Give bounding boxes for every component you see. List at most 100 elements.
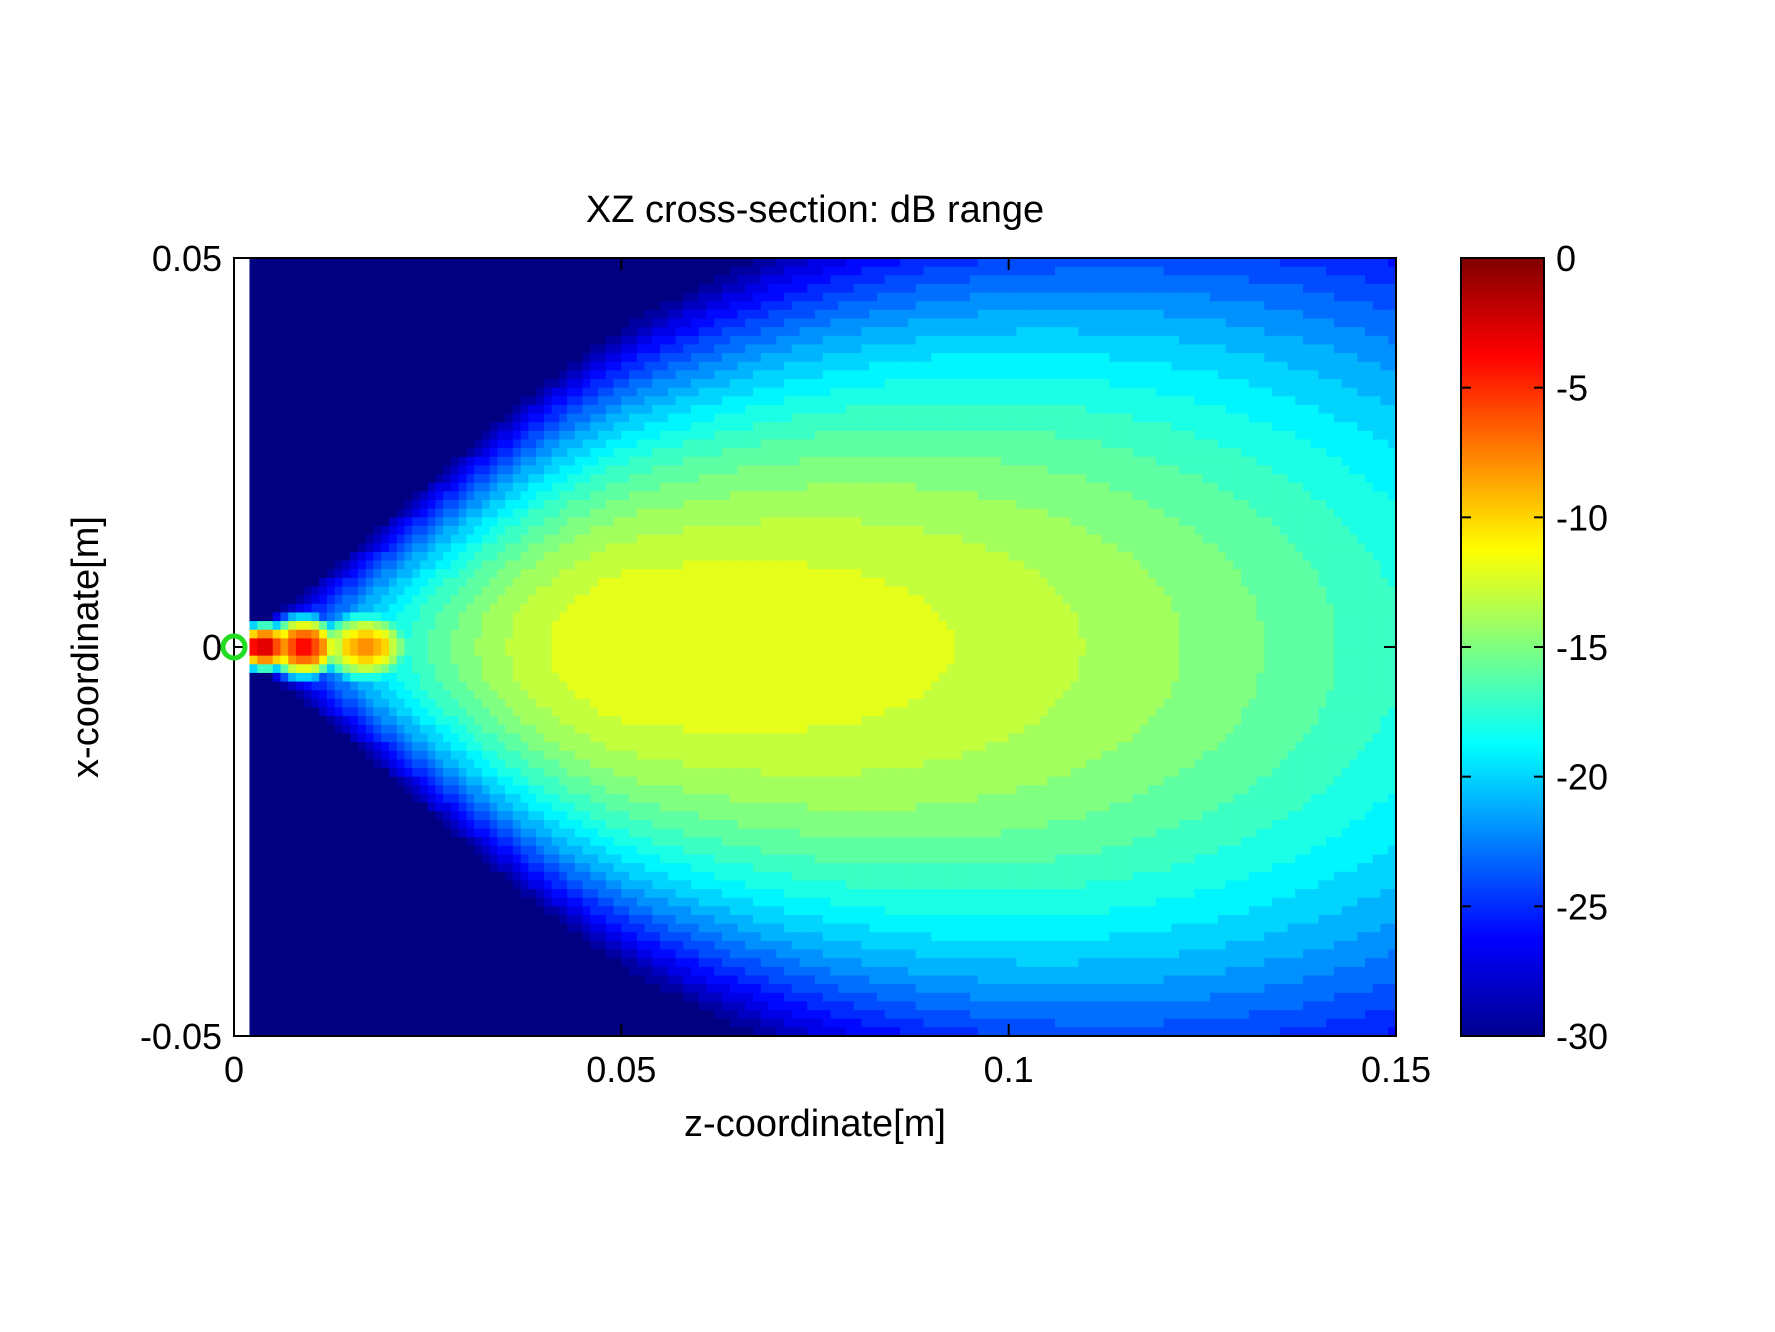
heatmap-cell: [288, 768, 297, 778]
heatmap-cell: [574, 534, 584, 544]
heatmap-cell: [582, 1010, 591, 1020]
heatmap-cell: [419, 292, 429, 302]
heatmap-cell: [660, 940, 669, 951]
heatmap-cell: [582, 258, 591, 268]
heatmap-cell: [536, 404, 545, 415]
heatmap-cell: [574, 629, 584, 639]
heatmap-cell: [489, 404, 498, 415]
heatmap-cell: [481, 906, 491, 916]
heatmap-cell: [458, 914, 467, 925]
heatmap-cell: [458, 785, 467, 795]
heatmap-cell: [528, 430, 537, 441]
heatmap-cell: [357, 275, 367, 285]
heatmap-cell: [590, 776, 599, 786]
heatmap-cell: [590, 871, 599, 881]
heatmap-cell: [474, 543, 483, 553]
heatmap-cell: [264, 819, 274, 830]
heatmap-cell: [435, 560, 444, 570]
heatmap-cell: [551, 811, 560, 821]
heatmap-cell: [272, 742, 282, 752]
heatmap-cell: [249, 353, 258, 363]
heatmap-cell: [303, 724, 313, 735]
heatmap-cell: [660, 716, 669, 726]
heatmap-cell: [404, 655, 413, 665]
heatmap-cell: [303, 517, 313, 527]
heatmap-cell: [350, 482, 359, 492]
heatmap-cell: [373, 819, 382, 830]
heatmap-cell: [257, 534, 266, 544]
heatmap-cell: [419, 266, 429, 276]
heatmap-cell: [303, 992, 313, 1003]
heatmap-cell: [667, 465, 677, 475]
heatmap-cell: [280, 603, 289, 614]
heatmap-cell: [412, 672, 421, 683]
heatmap-cell: [512, 724, 522, 735]
heatmap-cell: [373, 353, 382, 363]
heatmap-cell: [295, 327, 305, 337]
heatmap-cell: [264, 474, 274, 484]
heatmap-cell: [373, 724, 382, 735]
heatmap-cell: [536, 681, 545, 691]
heatmap-cell: [543, 344, 553, 354]
heatmap-cell: [264, 975, 274, 985]
heatmap-cell: [505, 335, 514, 346]
heatmap-cell: [543, 759, 553, 769]
heatmap-cell: [512, 681, 522, 691]
heatmap-cell: [249, 750, 258, 760]
heatmap-cell: [582, 508, 591, 518]
heatmap-cell: [264, 603, 274, 614]
heatmap-cell: [381, 880, 390, 890]
heatmap-cell: [388, 534, 398, 544]
heatmap-cell: [443, 283, 452, 294]
heatmap-cell: [326, 647, 336, 657]
heatmap-cell: [590, 361, 599, 371]
heatmap-cell: [272, 309, 282, 320]
heatmap-cell: [404, 292, 413, 302]
heatmap-cell: [536, 1018, 545, 1028]
heatmap-cell: [311, 474, 320, 484]
heatmap-cell: [505, 724, 514, 735]
heatmap-cell: [342, 344, 351, 354]
heatmap-cell: [543, 595, 553, 605]
heatmap-cell: [520, 335, 529, 346]
heatmap-cell: [605, 750, 615, 760]
heatmap-cell: [388, 413, 398, 423]
heatmap-cell: [667, 603, 677, 614]
heatmap-cell: [404, 897, 413, 907]
heatmap-cell: [373, 422, 382, 432]
heatmap-cell: [466, 897, 475, 907]
heatmap-cell: [660, 353, 669, 363]
heatmap-cell: [249, 863, 258, 873]
heatmap-cell: [334, 854, 344, 864]
heatmap-cell: [257, 491, 266, 501]
heatmap-cell: [574, 603, 584, 614]
heatmap-cell: [675, 396, 684, 406]
heatmap-cell: [427, 914, 437, 925]
heatmap-cell: [326, 914, 336, 925]
heatmap-cell: [388, 742, 398, 752]
heatmap-cell: [667, 569, 677, 579]
heatmap-cell: [528, 776, 537, 786]
heatmap-cell: [636, 456, 646, 467]
heatmap-cell: [481, 897, 491, 907]
heatmap-cell: [598, 672, 607, 683]
heatmap-cell: [497, 387, 506, 397]
heatmap-cell: [365, 1027, 375, 1036]
heatmap-cell: [257, 344, 266, 354]
heatmap-cell: [334, 992, 344, 1003]
heatmap-cell: [264, 612, 274, 622]
heatmap-cell: [590, 629, 599, 639]
heatmap-cell: [489, 422, 498, 432]
heatmap-cell: [295, 750, 305, 760]
heatmap-cell: [497, 301, 506, 311]
heatmap-cell: [551, 603, 560, 614]
heatmap-cell: [334, 785, 344, 795]
heatmap-cell: [520, 785, 529, 795]
heatmap-cell: [598, 690, 607, 700]
heatmap-cell: [505, 448, 514, 458]
heatmap-cell: [427, 776, 437, 786]
heatmap-cell: [388, 430, 398, 441]
heatmap-cell: [582, 958, 591, 968]
heatmap-cell: [450, 819, 460, 830]
heatmap-cell: [559, 292, 568, 302]
